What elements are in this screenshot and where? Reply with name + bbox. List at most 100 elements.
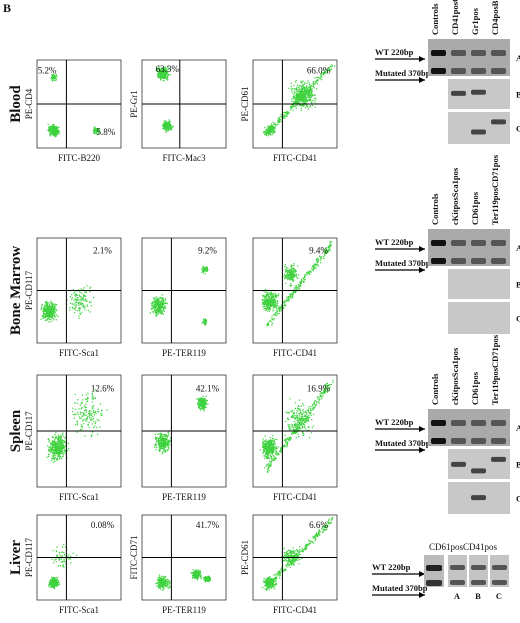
gel-band — [471, 240, 486, 246]
event-dot — [267, 310, 269, 312]
event-dot — [85, 414, 88, 416]
event-dot — [158, 446, 160, 448]
event-dot — [96, 419, 99, 421]
event-dot — [169, 444, 171, 446]
event-dot — [60, 442, 62, 444]
event-dot — [160, 79, 162, 81]
event-dot — [166, 439, 169, 441]
event-dot — [86, 304, 88, 306]
event-dot — [154, 301, 156, 303]
event-dot — [268, 310, 271, 312]
event-dot — [298, 408, 300, 411]
gel-band — [431, 240, 446, 246]
flow-plot — [36, 59, 122, 149]
section-label: C — [516, 314, 520, 324]
event-dot — [42, 317, 44, 320]
event-dot — [92, 415, 94, 418]
event-dot — [295, 92, 297, 94]
event-dot — [161, 442, 163, 444]
event-dot — [269, 133, 271, 135]
event-dot — [158, 73, 160, 75]
event-dot — [85, 411, 88, 413]
event-dot — [273, 130, 275, 133]
event-dot — [95, 421, 97, 423]
event-dot — [204, 267, 207, 270]
event-dot — [315, 97, 317, 99]
event-dot — [307, 410, 310, 412]
event-dot — [56, 458, 58, 461]
event-dot — [80, 424, 83, 426]
event-dot — [296, 91, 298, 93]
event-dot — [159, 75, 161, 77]
event-dot — [48, 315, 50, 317]
event-dot — [77, 411, 79, 413]
event-dot — [156, 440, 158, 443]
event-dot — [74, 408, 76, 410]
event-dot — [311, 419, 313, 421]
lane-label: Controls — [430, 373, 440, 405]
lane-label: CD41posCD61pos — [450, 0, 460, 35]
lane-label: CD4posB220pos — [490, 0, 500, 35]
event-dot — [273, 126, 275, 128]
event-dot — [47, 317, 49, 319]
event-dot — [299, 423, 301, 425]
event-dot — [310, 89, 313, 92]
event-dot — [45, 305, 47, 307]
event-dot — [60, 438, 62, 440]
event-dot — [161, 453, 164, 455]
event-dot — [298, 419, 300, 422]
event-dot — [326, 250, 329, 252]
event-dot — [164, 439, 167, 441]
event-dot — [314, 81, 316, 83]
section-label: A — [516, 243, 520, 253]
event-dot — [85, 394, 88, 396]
event-dot — [316, 257, 318, 260]
event-dot — [314, 406, 316, 408]
event-dot — [46, 456, 48, 458]
event-dot — [265, 453, 267, 455]
event-dot — [77, 301, 79, 304]
event-dot — [202, 265, 204, 267]
event-dot — [293, 105, 295, 108]
event-dot — [90, 301, 92, 303]
event-dot — [205, 319, 207, 321]
event-dot — [80, 408, 83, 410]
event-dot — [71, 410, 74, 413]
event-dot — [52, 436, 54, 438]
event-dot — [271, 443, 273, 445]
gel-band — [451, 68, 466, 74]
event-dot — [202, 406, 204, 408]
event-dot — [265, 456, 267, 458]
event-dot — [52, 457, 54, 459]
event-dot — [304, 425, 306, 427]
event-dot — [56, 76, 58, 78]
event-dot — [272, 121, 274, 124]
event-dot — [300, 85, 303, 88]
event-dot — [311, 93, 313, 95]
event-dot — [46, 306, 48, 308]
event-dot — [82, 294, 85, 297]
event-dot — [320, 395, 322, 397]
event-dot — [60, 455, 62, 458]
event-dot — [53, 454, 55, 456]
event-dot — [84, 409, 86, 411]
event-dot — [270, 463, 272, 466]
event-dot — [299, 427, 301, 429]
event-dot — [55, 455, 57, 457]
section-label: B — [516, 280, 520, 290]
event-dot — [293, 102, 295, 104]
event-dot — [172, 125, 174, 127]
event-dot — [309, 100, 311, 102]
event-dot — [49, 450, 51, 452]
event-dot — [265, 128, 267, 130]
event-dot — [265, 465, 267, 467]
event-dot — [287, 411, 290, 414]
event-dot — [326, 387, 328, 389]
event-dot — [269, 465, 271, 467]
event-dot — [98, 419, 100, 422]
event-dot — [95, 413, 97, 415]
event-dot — [167, 73, 170, 76]
event-dot — [73, 299, 75, 301]
event-dot — [312, 408, 314, 411]
event-dot — [95, 130, 97, 132]
